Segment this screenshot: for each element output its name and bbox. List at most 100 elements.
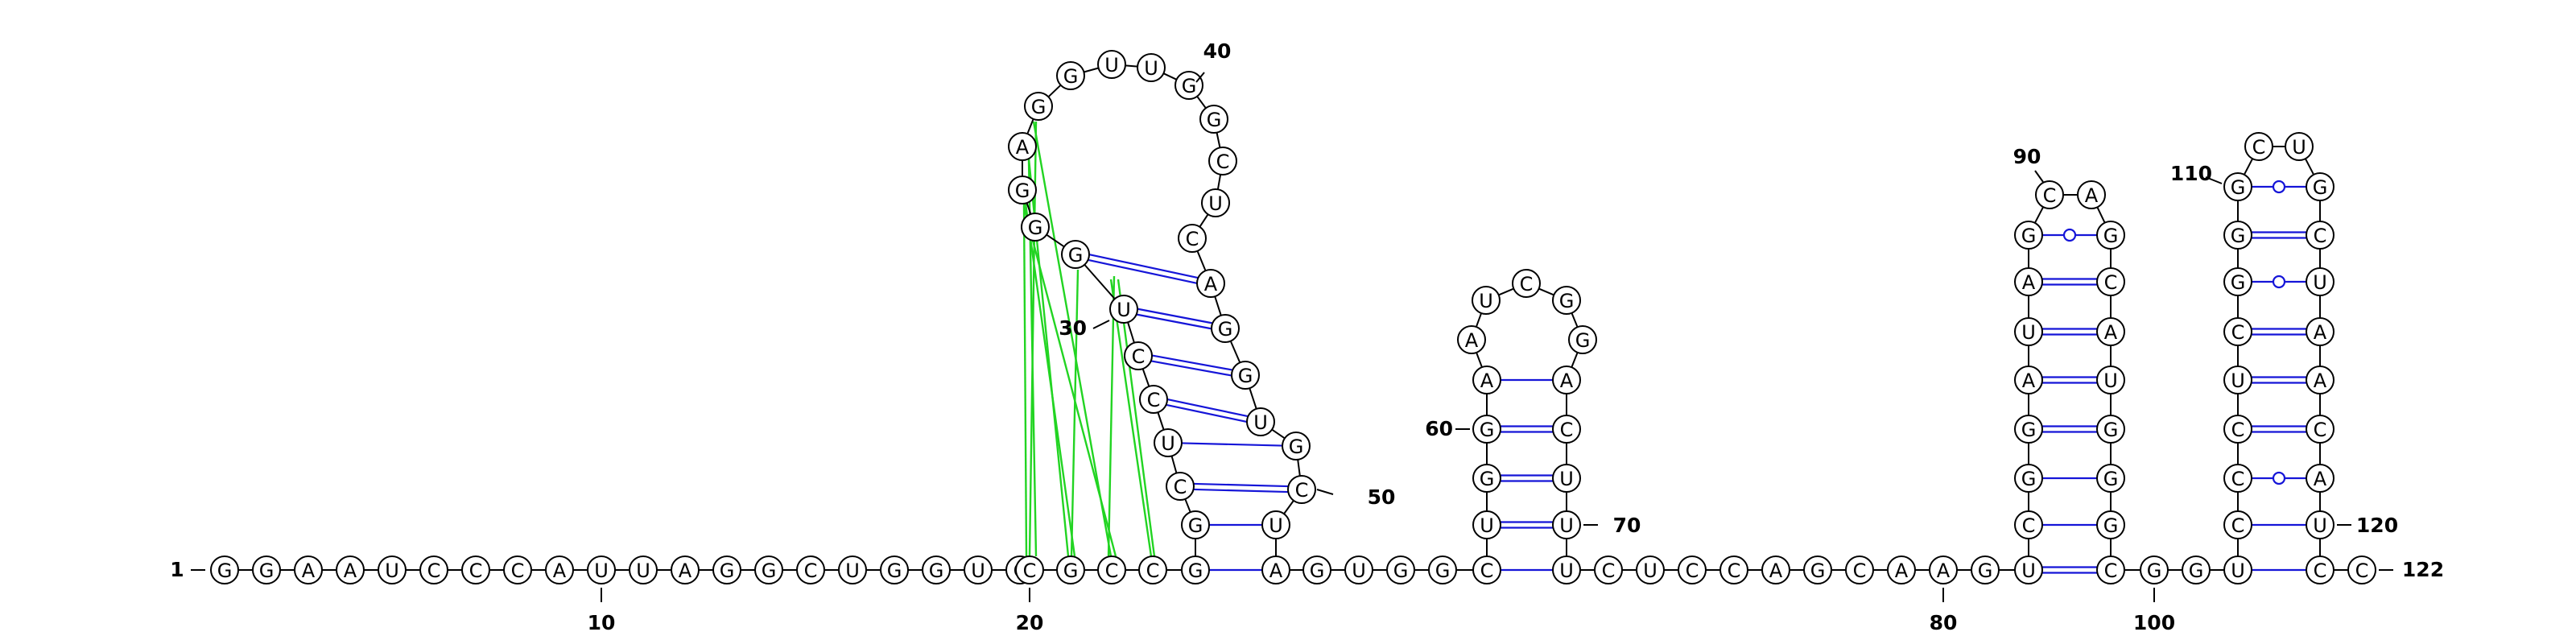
nucleotide-letter: U xyxy=(1253,411,1268,434)
backbone-segment xyxy=(1127,321,1135,344)
nucleotide: A xyxy=(1929,555,1958,584)
label-tick xyxy=(1195,72,1205,83)
nucleotide-letter: C xyxy=(2231,321,2245,344)
nucleotide-letter: A xyxy=(2104,321,2118,344)
pseudoknot-line xyxy=(1022,206,1117,557)
nucleotide-letter: C xyxy=(427,560,441,582)
nucleotide-letter: U xyxy=(1352,560,1366,582)
nucleotide: U xyxy=(629,555,658,584)
nucleotide: U xyxy=(1246,407,1275,436)
position-label-70: 70 xyxy=(1613,514,1641,537)
nucleotide-letter: A xyxy=(302,560,316,582)
nucleotide: A xyxy=(2096,317,2125,346)
backbone-segment xyxy=(1249,387,1257,410)
nucleotide: U xyxy=(2223,365,2252,394)
nucleotide: G xyxy=(2096,464,2125,493)
backbone-segment xyxy=(2304,158,2315,176)
nucleotide-circle xyxy=(1428,555,1457,584)
nucleotide: U xyxy=(2285,132,2314,161)
nucleotide-letter: G xyxy=(1218,318,1233,341)
nucleotide: U xyxy=(1137,53,1166,82)
backbone xyxy=(238,64,2348,571)
nucleotide-letter: G xyxy=(1182,75,1197,97)
pseudoknot-links xyxy=(1022,121,1156,557)
nucleotide-letter: A xyxy=(1560,370,1574,392)
nucleotide-circle xyxy=(419,555,448,584)
nucleotide-letter: G xyxy=(720,560,735,582)
nucleotide: U xyxy=(1552,510,1581,539)
nucleotide-circle xyxy=(2096,555,2125,584)
nucleotide-circle xyxy=(2306,267,2334,296)
nucleotide: A xyxy=(2077,180,2106,209)
nucleotide: G xyxy=(1472,415,1501,444)
pseudoknot-line xyxy=(1117,279,1156,557)
nucleotide-letter: A xyxy=(1895,560,1909,582)
nucleotide: U xyxy=(587,555,616,584)
backbone-segment xyxy=(1571,312,1579,328)
nucleotide-circle xyxy=(2140,555,2169,584)
nucleotide-letter: A xyxy=(2314,321,2327,344)
nucleotide: C xyxy=(1097,555,1126,584)
nucleotide: G xyxy=(1061,240,1090,269)
label-tick xyxy=(1092,320,1110,329)
nucleotide-letter: C xyxy=(2231,514,2245,537)
nucleotide-circle xyxy=(1137,53,1166,82)
nucleotide-circle xyxy=(1139,385,1168,414)
nucleotide: U xyxy=(1201,188,1230,217)
nucleotide-letter: G xyxy=(887,560,902,582)
nucleotide-letter: G xyxy=(1188,514,1203,537)
nucleotide-circle xyxy=(1015,555,1044,584)
nucleotide-letter: C xyxy=(2104,271,2118,294)
nucleotide-letter: U xyxy=(636,560,650,582)
nucleotide-letter: C xyxy=(1105,560,1119,582)
nucleotide-letter: C xyxy=(1146,560,1160,582)
nucleotide-letter: C xyxy=(1728,560,1741,582)
backbone-segment xyxy=(1283,500,1294,514)
position-label-40: 40 xyxy=(1203,39,1232,63)
nucleotide-letter: C xyxy=(2314,560,2327,582)
nucleotide-letter: G xyxy=(1575,329,1591,352)
nucleotide-letter: G xyxy=(2313,176,2328,199)
nucleotide: A xyxy=(1196,269,1225,298)
nucleotide: G xyxy=(2096,221,2125,250)
base-pair-line xyxy=(1194,482,1289,488)
nucleotide-circle xyxy=(671,555,700,584)
nucleotide-letter: G xyxy=(1435,560,1451,582)
backbone-segment xyxy=(1046,233,1065,248)
nucleotide: G xyxy=(922,555,951,584)
nucleotide-circle xyxy=(1472,555,1501,584)
nucleotide-letter: G xyxy=(2103,419,2119,441)
nucleotide: U xyxy=(1552,464,1581,493)
nucleotide: U xyxy=(2014,555,2043,584)
nucleotide: G xyxy=(1282,432,1311,460)
nucleotide: A xyxy=(1552,365,1581,394)
nucleotide-circle xyxy=(2014,317,2043,346)
nucleotide-letter: G xyxy=(1031,96,1046,118)
backbone-segment xyxy=(1196,96,1207,109)
nucleotide-circle xyxy=(2306,317,2334,346)
nucleotide-letter: C xyxy=(1174,476,1187,498)
nucleotide-circle xyxy=(880,555,909,584)
nucleotide-letter: G xyxy=(1207,109,1222,131)
nucleotide: G xyxy=(1056,555,1085,584)
nucleotide: C xyxy=(1138,555,1167,584)
nucleotide-circle xyxy=(1246,407,1275,436)
nucleotide: G xyxy=(210,555,239,584)
backbone-segment xyxy=(1199,213,1209,228)
nucleotide-circle xyxy=(2223,365,2252,394)
nucleotide: C xyxy=(2306,221,2334,250)
nucleotide: U xyxy=(964,555,993,584)
nucleotide: C xyxy=(2347,555,2376,584)
nucleotide: U xyxy=(2096,365,2125,394)
nucleotide-circle xyxy=(2096,317,2125,346)
nucleotide: U xyxy=(2306,510,2334,539)
nucleotide-circle xyxy=(1211,314,1240,343)
nucleotide-circle xyxy=(1472,415,1501,444)
nucleotide-letter: G xyxy=(2021,419,2037,441)
nucleotide: C xyxy=(2035,180,2064,209)
nucleotide-letter: U xyxy=(1559,514,1574,537)
nucleotide-circle xyxy=(1761,555,1790,584)
nucleotide: C xyxy=(461,555,490,584)
base-pair-line xyxy=(1166,403,1247,423)
